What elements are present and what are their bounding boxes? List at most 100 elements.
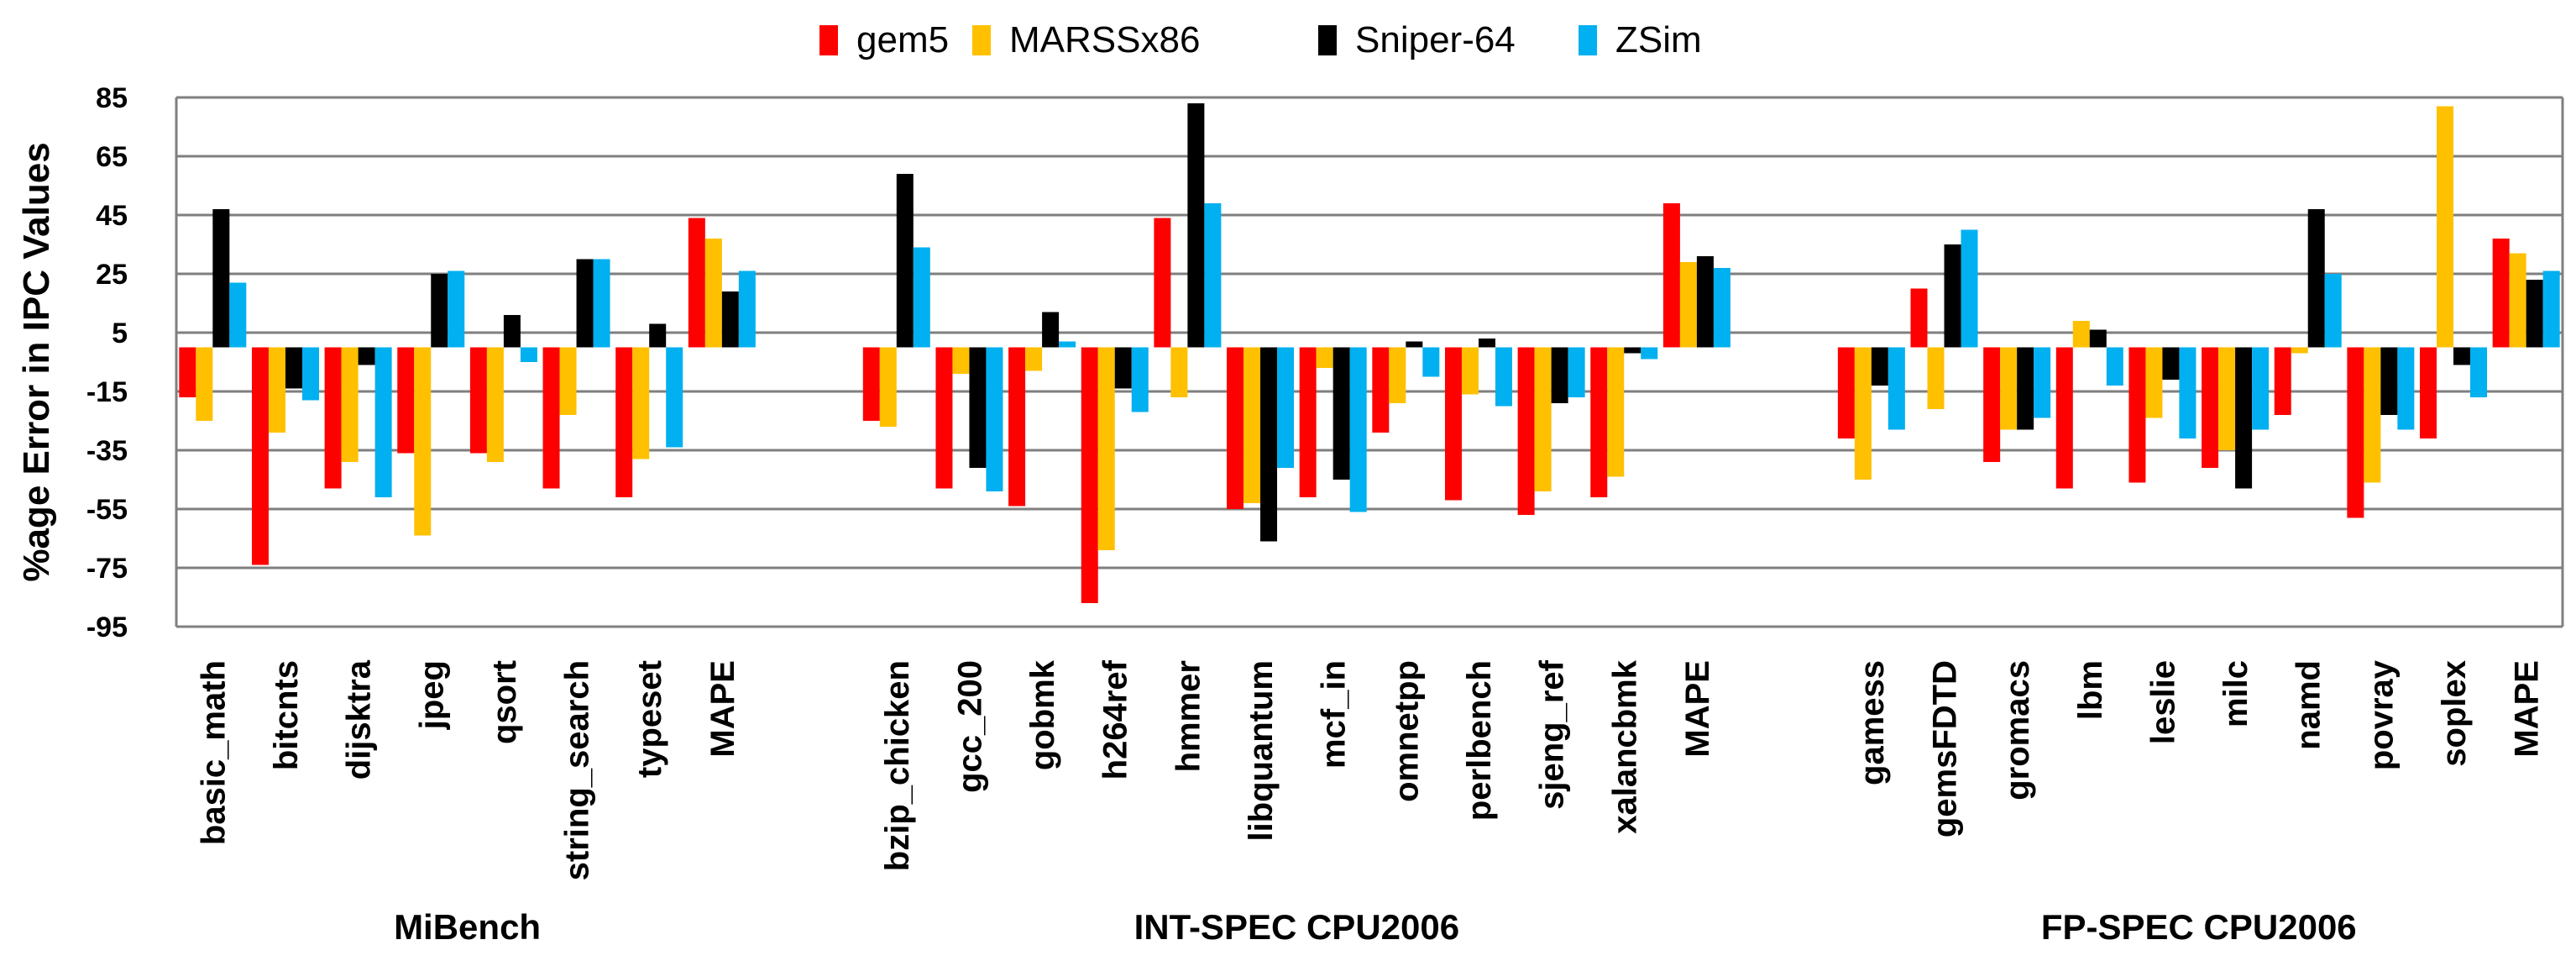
bar-mape-zsim <box>1713 268 1730 348</box>
x-tick-label-soplex: soplex <box>2436 660 2473 767</box>
y-tick-label: -95 <box>86 612 128 643</box>
bar-gemsfdtd-sniper-64 <box>1944 244 1961 348</box>
x-tick-label-mape: MAPE <box>1679 660 1716 758</box>
bar-gcc-200-zsim <box>986 347 1003 491</box>
bar-jpeg-marssx86 <box>414 347 432 536</box>
bar-hmmer-gem5 <box>1154 218 1171 348</box>
x-tick-label-namd: namd <box>2291 660 2327 750</box>
bar-typeset-sniper-64 <box>649 323 667 348</box>
bar-hmmer-marssx86 <box>1170 347 1188 397</box>
bar-xalancbmk-zsim <box>1641 347 1658 360</box>
legend-swatch-gem5 <box>819 25 838 55</box>
bar-gcc-200-sniper-64 <box>969 347 987 468</box>
bar-mape-marssx86 <box>1679 262 1697 348</box>
bar-jpeg-zsim <box>448 270 465 348</box>
bar-soplex-sniper-64 <box>2453 347 2471 365</box>
bar-soplex-gem5 <box>2420 347 2437 438</box>
bar-leslie-marssx86 <box>2145 347 2163 418</box>
bar-jpeg-gem5 <box>397 347 415 454</box>
bar-gemsfdtd-marssx86 <box>1927 347 1945 409</box>
bar-gromacs-marssx86 <box>2000 347 2018 430</box>
group-label-int-spec-cpu2006: INT-SPEC CPU2006 <box>1134 907 1459 947</box>
bar-namd-sniper-64 <box>2307 209 2325 348</box>
bar-gcc-200-marssx86 <box>952 347 970 374</box>
bar-mape-gem5 <box>688 218 705 348</box>
bar-bzip-chicken-gem5 <box>862 347 880 421</box>
bar-namd-zsim <box>2324 274 2342 348</box>
x-tick-label-mcf-in: mcf_in <box>1316 660 1353 769</box>
bar-h264ref-marssx86 <box>1097 347 1115 550</box>
y-tick-label: 85 <box>96 82 128 114</box>
bar-povray-sniper-64 <box>2380 347 2398 415</box>
bar-gemsfdtd-gem5 <box>1910 288 1928 348</box>
bar-mape-sniper-64 <box>2526 280 2543 348</box>
x-tick-label-mape: MAPE <box>2509 660 2546 758</box>
x-tick-label-libquantum: libquantum <box>1243 660 1280 842</box>
legend-label-sniper-64: Sniper-64 <box>1355 19 1516 60</box>
legend-swatch-marssx86 <box>972 25 991 55</box>
bar-leslie-zsim <box>2179 347 2196 438</box>
bar-milc-marssx86 <box>2218 347 2236 450</box>
bar-mape-gem5 <box>1662 203 1680 348</box>
bar-namd-gem5 <box>2274 347 2291 415</box>
x-tick-label-bitcnts: bitcnts <box>268 660 305 770</box>
bar-leslie-gem5 <box>2128 347 2146 483</box>
bar-bitcnts-sniper-64 <box>285 347 302 389</box>
bar-qsort-gem5 <box>469 347 487 454</box>
bar-bzip-chicken-sniper-64 <box>896 174 914 348</box>
bar-gcc-200-gem5 <box>935 347 953 489</box>
bar-basic-math-zsim <box>229 282 247 348</box>
x-tick-label-gobmk: gobmk <box>1024 659 1061 770</box>
x-tick-label-xalancbmk: xalancbmk <box>1606 659 1643 834</box>
bar-gamess-marssx86 <box>1854 347 1872 480</box>
bar-mape-zsim <box>738 270 756 348</box>
bar-lbm-sniper-64 <box>2089 329 2107 348</box>
y-tick-label: -15 <box>86 376 128 408</box>
bar-dijsktra-sniper-64 <box>358 347 375 365</box>
bar-xalancbmk-sniper-64 <box>1624 347 1641 354</box>
bar-perlbench-zsim <box>1495 347 1512 407</box>
bar-lbm-zsim <box>2106 347 2123 386</box>
x-tick-label-gcc-200: gcc_200 <box>951 660 988 793</box>
bar-soplex-marssx86 <box>2437 106 2454 348</box>
y-tick-label: -55 <box>86 494 128 526</box>
bar-povray-zsim <box>2397 347 2415 430</box>
bar-mape-gem5 <box>2492 239 2510 348</box>
x-tick-label-milc: milc <box>2217 660 2254 727</box>
bar-povray-gem5 <box>2347 347 2364 518</box>
bar-mape-sniper-64 <box>721 291 739 348</box>
group-label-fp-spec-cpu2006: FP-SPEC CPU2006 <box>2041 907 2357 947</box>
y-axis-title: %age Error in IPC Values <box>16 142 57 581</box>
bar-sjeng-ref-zsim <box>1568 347 1585 397</box>
x-tick-label-lbm: lbm <box>2072 660 2109 720</box>
bar-mape-zsim <box>2542 270 2560 348</box>
bar-qsort-sniper-64 <box>503 315 521 348</box>
bar-gromacs-sniper-64 <box>2017 347 2034 430</box>
bar-dijsktra-marssx86 <box>341 347 359 462</box>
bar-milc-zsim <box>2252 347 2270 430</box>
legend-label-gem5: gem5 <box>856 19 949 60</box>
x-tick-label-povray: povray <box>2363 659 2400 770</box>
bar-bitcnts-marssx86 <box>268 347 285 433</box>
bar-leslie-sniper-64 <box>2162 347 2180 380</box>
y-tick-label: -75 <box>86 553 128 585</box>
bar-milc-gem5 <box>2202 347 2219 468</box>
bar-jpeg-sniper-64 <box>431 274 448 348</box>
x-tick-label-gromacs: gromacs <box>1999 660 2036 801</box>
bar-gamess-sniper-64 <box>1871 347 1888 386</box>
bar-lbm-marssx86 <box>2072 321 2090 348</box>
y-tick-label: 5 <box>112 318 128 349</box>
bar-string-search-sniper-64 <box>576 259 594 348</box>
bar-perlbench-marssx86 <box>1461 347 1479 395</box>
bar-lbm-gem5 <box>2055 347 2073 489</box>
bar-mcf-in-gem5 <box>1299 347 1317 497</box>
bar-libquantum-zsim <box>1277 347 1295 468</box>
bar-dijsktra-gem5 <box>324 347 342 489</box>
bar-qsort-marssx86 <box>486 347 504 462</box>
y-tick-label: 45 <box>96 200 128 232</box>
bar-string-search-zsim <box>593 259 610 348</box>
x-tick-label-bzip-chicken: bzip_chicken <box>879 660 916 871</box>
bar-gobmk-gem5 <box>1008 347 1026 507</box>
bar-libquantum-sniper-64 <box>1260 347 1278 542</box>
